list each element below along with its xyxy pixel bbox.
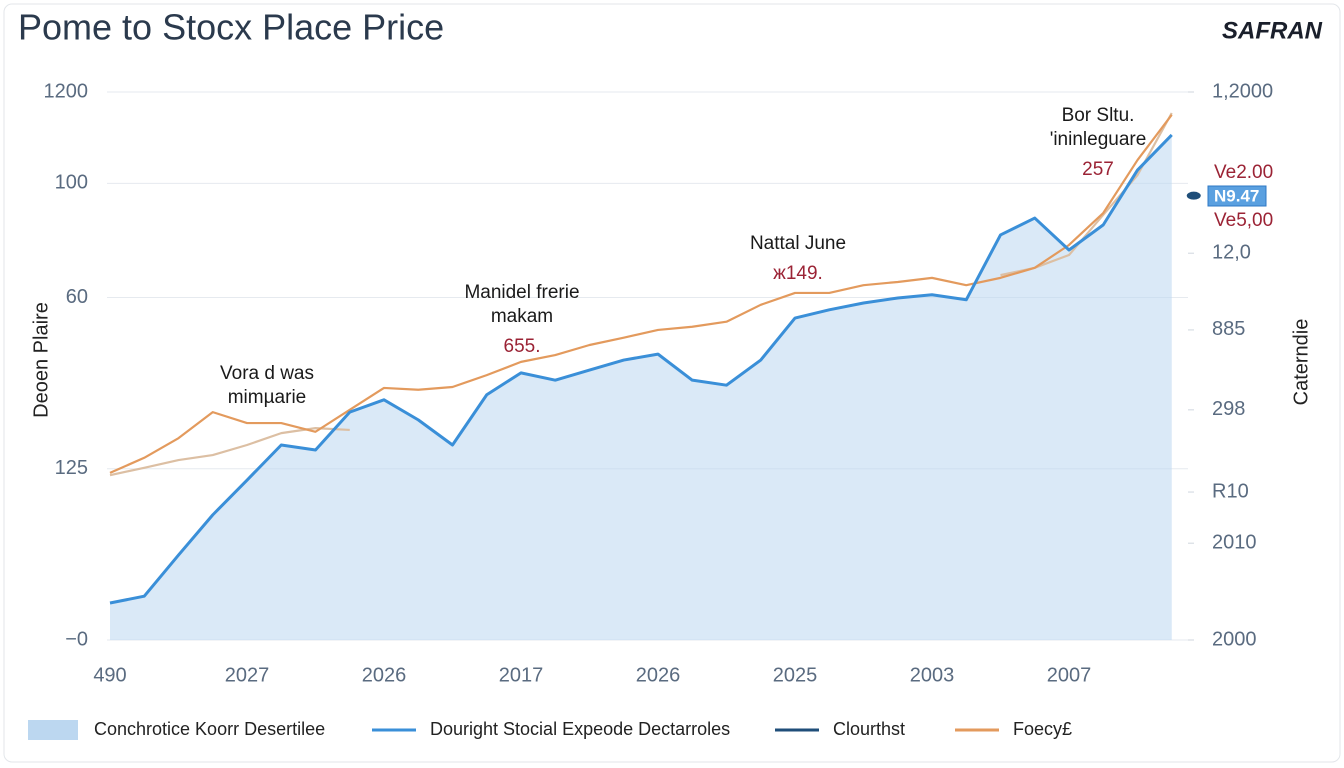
y2-axis-label: Caterndie (1290, 319, 1312, 406)
y-tick-label: −0 (65, 628, 88, 650)
y2-tick-label: 12,0 (1212, 241, 1251, 263)
annotation-value: ж149. (773, 263, 823, 284)
annotation: Manidel frerie (464, 282, 579, 303)
y-tick-label: 125 (55, 457, 88, 479)
y2-tick-label: 298 (1212, 398, 1245, 420)
annotation-value: 655. (504, 336, 541, 357)
y-tick-label: 100 (55, 172, 88, 194)
legend-label: Foecy£ (1013, 719, 1072, 739)
legend-label: Conchrotice Koorr Desertilee (94, 719, 325, 739)
x-tick-label: 2026 (362, 664, 407, 686)
x-tick-label: 2017 (499, 664, 544, 686)
end-label: Ve2.00 (1214, 162, 1273, 183)
y-tick-label: 60 (66, 286, 88, 308)
x-tick-label: 2025 (773, 664, 818, 686)
annotation: 'ininleguare (1050, 129, 1147, 150)
end-label: N9.47 (1214, 186, 1259, 205)
x-tick-label: 2003 (910, 664, 955, 686)
y-axis-label: Deoen Plaire (30, 302, 52, 418)
legend-label: Douright Stocial Expeode Dectarroles (430, 719, 730, 739)
legend-swatch (28, 720, 78, 740)
y2-tick-label: 2000 (1212, 628, 1257, 650)
annotation: Nattal June (750, 233, 846, 254)
y2-tick-label: R10 (1212, 480, 1249, 502)
y2-tick-label: 1,2000 (1212, 80, 1273, 102)
point (1186, 191, 1201, 200)
line (109, 133, 1173, 605)
annotation-value: 257 (1082, 159, 1114, 180)
end-label-box (1207, 185, 1267, 207)
x-tick-label: 2026 (636, 664, 681, 686)
annotation: Bor Sltu. (1062, 105, 1135, 126)
end-label: Ve5,00 (1214, 210, 1273, 231)
x-tick-label: 490 (93, 664, 126, 686)
y-tick-label: 1200 (44, 80, 89, 102)
line (109, 427, 350, 477)
y2-tick-label: 2010 (1212, 531, 1257, 553)
annotation: Vora d was (220, 363, 314, 384)
legend-label: Clourthst (833, 719, 905, 739)
x-tick-label: 2027 (225, 664, 270, 686)
y2-tick-label: 885 (1212, 318, 1245, 340)
chart-title: Pome to Stocx Place Price (18, 7, 444, 48)
line (109, 114, 1173, 474)
x-tick-label: 2007 (1047, 664, 1092, 686)
annotation: makam (491, 306, 553, 327)
annotation: mimµarie (228, 387, 307, 408)
logo: SAFRAN (1222, 17, 1323, 44)
area (110, 134, 1172, 640)
